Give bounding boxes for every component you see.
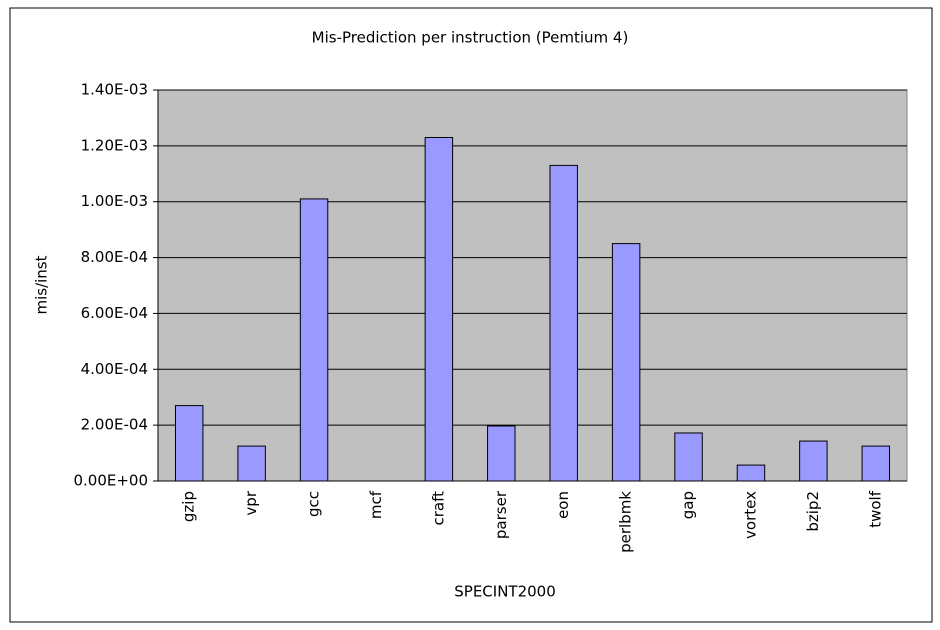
x-tick-label: gzip <box>180 491 198 522</box>
y-tick-label: 6.00E-04 <box>81 304 148 322</box>
bar <box>736 464 766 482</box>
bar <box>237 445 266 482</box>
bar <box>549 164 578 482</box>
y-tick-label: 8.00E-04 <box>81 248 148 266</box>
x-tick-label: gcc <box>305 491 323 517</box>
bar <box>674 432 703 482</box>
bar <box>174 405 204 482</box>
y-tick-label: 0.00E+00 <box>73 472 148 490</box>
y-tick-label: 1.20E-03 <box>81 136 148 154</box>
bar <box>299 198 329 482</box>
y-tick-label: 1.00E-03 <box>81 192 148 210</box>
x-tick-label: vortex <box>741 491 759 539</box>
bar <box>799 440 828 482</box>
bar <box>611 243 641 482</box>
y-tick-label: 1.40E-03 <box>81 81 148 99</box>
bar <box>424 136 454 482</box>
x-tick-label: gap <box>679 491 697 519</box>
x-axis-label: SPECINT2000 <box>454 583 556 601</box>
x-tick-label: parser <box>492 490 510 539</box>
x-tick-label: perlbmk <box>617 491 635 553</box>
x-tick-label: craft <box>429 491 447 526</box>
x-tick-label: eon <box>554 491 572 519</box>
bar <box>861 445 891 482</box>
chart-title: Mis-Prediction per instruction (Pemtium … <box>312 29 629 47</box>
y-tick-label: 2.00E-04 <box>81 416 148 434</box>
bar <box>487 425 516 482</box>
y-axis-label: mis/inst <box>33 255 51 314</box>
x-tick-label: mcf <box>367 490 385 519</box>
plot-area <box>157 89 908 482</box>
x-tick-label: twolf <box>866 490 884 527</box>
x-tick-label: bzip2 <box>804 491 822 532</box>
x-tick-label: vpr <box>242 490 260 515</box>
y-tick-label: 4.00E-04 <box>81 360 148 378</box>
